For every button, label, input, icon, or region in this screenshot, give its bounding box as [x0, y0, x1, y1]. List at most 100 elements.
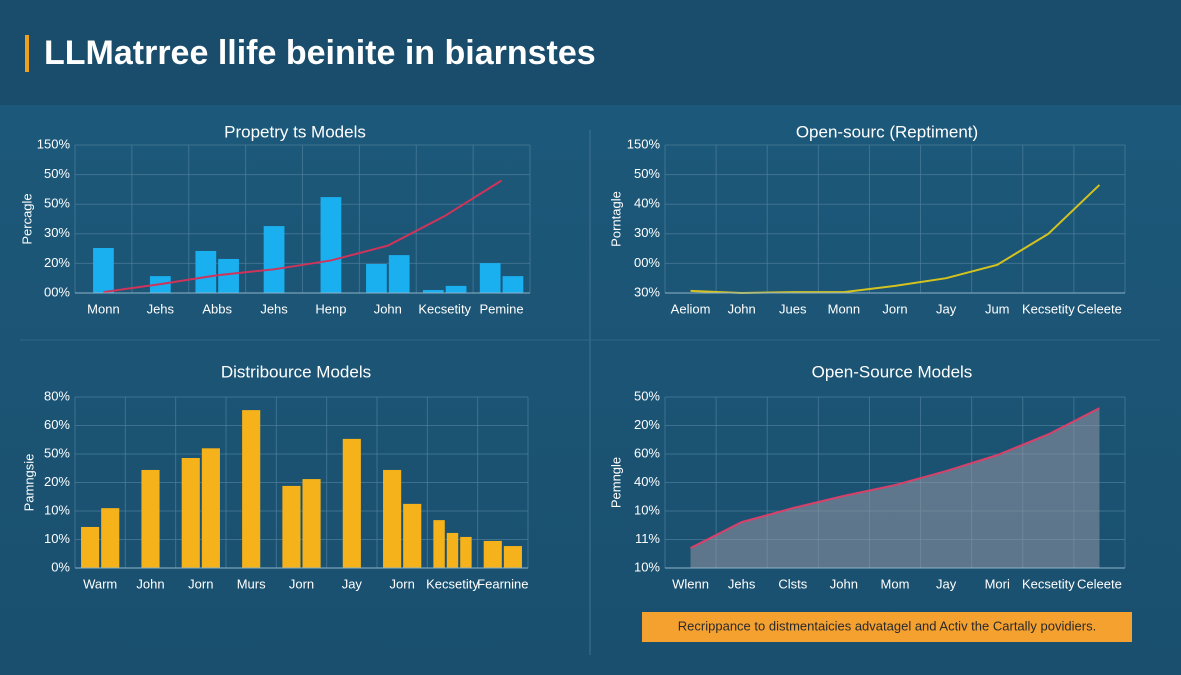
- x-tick-label: Monn: [828, 301, 861, 316]
- x-tick-label: Monn: [87, 301, 120, 316]
- x-tick-label: John: [374, 301, 402, 316]
- x-tick-label: Jehs: [147, 301, 175, 316]
- x-tick-label: Clsts: [778, 576, 807, 591]
- y-tick-label: 10%: [634, 502, 660, 517]
- x-tick-label: Celeete: [1077, 576, 1122, 591]
- y-axis-label: Percagle: [19, 193, 34, 244]
- x-tick-label: Kecsetity: [418, 301, 471, 316]
- y-tick-label: 10%: [44, 531, 70, 546]
- bar: [502, 276, 524, 293]
- bar: [242, 410, 261, 568]
- bar: [445, 285, 467, 293]
- x-tick-label: John: [136, 576, 164, 591]
- bar: [201, 448, 220, 568]
- x-tick-label: Warm: [83, 576, 117, 591]
- x-tick-label: Jorn: [882, 301, 907, 316]
- x-tick-label: John: [728, 301, 756, 316]
- y-tick-label: 20%: [44, 474, 70, 489]
- chart-title: Open-Source Models: [812, 362, 973, 381]
- chart-title: Distribource Models: [221, 362, 371, 381]
- y-tick-label: 20%: [44, 255, 70, 270]
- bar: [460, 536, 472, 568]
- page-title: LLMatrree llife beinite in biarnstes: [44, 34, 596, 72]
- y-tick-label: 150%: [37, 136, 71, 151]
- y-axis-label: Pamngsie: [21, 454, 36, 512]
- x-tick-label: Jay: [936, 301, 957, 316]
- x-tick-label: Aeliom: [671, 301, 711, 316]
- y-tick-label: 80%: [44, 388, 70, 403]
- x-tick-label: Jorn: [289, 576, 314, 591]
- y-tick-label: 30%: [634, 225, 660, 240]
- y-tick-label: 60%: [634, 445, 660, 460]
- bar: [342, 438, 361, 568]
- header-band: [0, 0, 1181, 105]
- x-tick-label: Jay: [342, 576, 363, 591]
- bar: [81, 526, 100, 568]
- bar: [366, 263, 387, 293]
- y-tick-label: 0%: [51, 559, 70, 574]
- y-axis-label: Porntagle: [608, 191, 623, 247]
- bar: [403, 503, 422, 568]
- bar: [383, 469, 402, 568]
- area-line: [690, 407, 1100, 549]
- chart-title: Propetry ts Models: [224, 122, 366, 141]
- bar: [195, 250, 217, 293]
- y-tick-label: 50%: [44, 445, 70, 460]
- bar: [320, 197, 342, 293]
- y-tick-label: 10%: [634, 559, 660, 574]
- x-tick-label: Fearnine: [477, 576, 528, 591]
- y-tick-label: 30%: [634, 284, 660, 299]
- bar: [483, 540, 502, 568]
- bar: [302, 479, 321, 568]
- x-tick-label: Wlenn: [672, 576, 709, 591]
- x-tick-label: Kecsetity: [1022, 576, 1075, 591]
- x-tick-label: Jehs: [728, 576, 756, 591]
- y-tick-label: 30%: [44, 225, 70, 240]
- x-tick-label: Pemine: [480, 301, 524, 316]
- bar: [141, 469, 160, 568]
- y-axis-label: Pemngle: [608, 457, 623, 508]
- y-tick-label: 00%: [634, 255, 660, 270]
- bar: [181, 457, 200, 568]
- y-tick-label: 11%: [635, 531, 660, 546]
- x-tick-label: Kecsetity: [426, 576, 479, 591]
- chart-title: Open-sourc (Reptiment): [796, 122, 978, 141]
- y-tick-label: 150%: [627, 136, 661, 151]
- y-tick-label: 50%: [44, 166, 70, 181]
- note: Recrippance to distmentaicies advatagel …: [678, 618, 1096, 633]
- x-tick-label: John: [830, 576, 858, 591]
- area-fill: [690, 408, 1100, 568]
- bar: [433, 520, 445, 568]
- x-tick-label: Jorn: [390, 576, 415, 591]
- line: [103, 179, 503, 294]
- x-tick-label: Kecsetity: [1022, 301, 1075, 316]
- y-tick-label: 60%: [44, 417, 70, 432]
- y-tick-label: 10%: [44, 502, 70, 517]
- y-tick-label: 40%: [634, 474, 660, 489]
- y-tick-label: 50%: [634, 388, 660, 403]
- title-accent: [25, 35, 29, 72]
- note-box: [642, 612, 1132, 642]
- x-tick-label: Mom: [881, 576, 910, 591]
- y-tick-label: 20%: [634, 417, 660, 432]
- bar: [388, 255, 410, 293]
- bar: [101, 508, 120, 568]
- x-tick-label: Henp: [315, 301, 346, 316]
- x-tick-label: Murs: [237, 576, 266, 591]
- x-tick-label: Celeete: [1077, 301, 1122, 316]
- x-tick-label: Jay: [936, 576, 957, 591]
- x-tick-label: Jorn: [188, 576, 213, 591]
- y-tick-label: 40%: [634, 196, 660, 211]
- x-tick-label: Jues: [779, 301, 807, 316]
- bar: [263, 226, 285, 293]
- bar: [282, 485, 301, 568]
- x-tick-label: Jehs: [260, 301, 288, 316]
- bar: [503, 546, 522, 568]
- bar: [218, 258, 239, 293]
- x-tick-label: Abbs: [202, 301, 232, 316]
- bar: [422, 290, 444, 293]
- x-tick-label: Mori: [985, 576, 1010, 591]
- x-tick-label: Jum: [985, 301, 1010, 316]
- bar: [479, 263, 501, 293]
